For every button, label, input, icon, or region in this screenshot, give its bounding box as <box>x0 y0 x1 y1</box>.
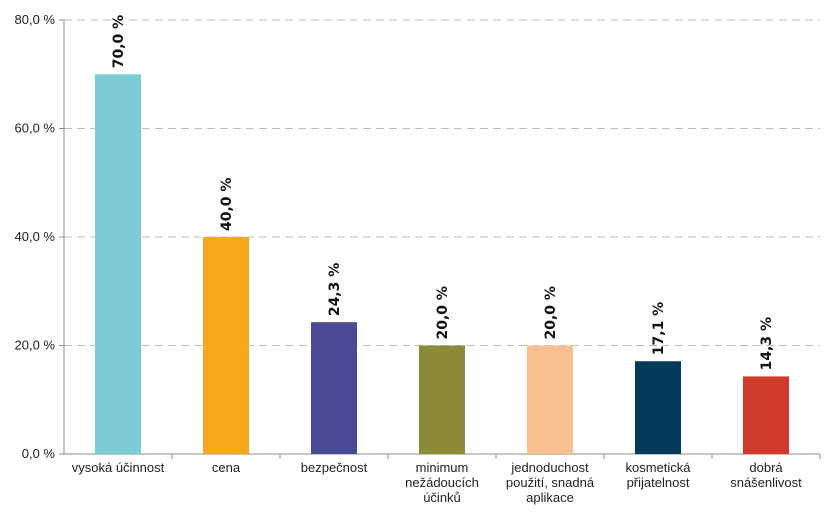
category-label: vysoká účinnost <box>72 460 165 475</box>
category-label: jednoduchost použití, snadná aplikace <box>506 460 595 505</box>
y-tick-label: 20,0 % <box>15 338 56 353</box>
data-label: 24,3 % <box>327 263 343 316</box>
bar <box>311 322 357 454</box>
bar <box>95 74 141 454</box>
data-label: 40,0 % <box>219 178 235 231</box>
data-label: 20,0 % <box>543 286 559 339</box>
category-label: cena <box>212 460 241 475</box>
bar <box>203 237 249 454</box>
data-label: 14,3 % <box>759 317 775 370</box>
category-label: dobrá snášenlivost <box>730 460 802 490</box>
data-label: 70,0 % <box>111 15 127 68</box>
y-tick-label: 80,0 % <box>15 12 56 27</box>
category-label: bezpečnost <box>301 460 368 475</box>
data-label: 17,1 % <box>651 302 667 355</box>
bar <box>635 361 681 454</box>
category-label: minimum nežádoucích účinků <box>405 460 479 505</box>
y-tick-label: 0,0 % <box>22 446 56 461</box>
bar <box>527 345 573 454</box>
category-label: kosmetická přijatelnost <box>625 460 691 490</box>
y-tick-label: 40,0 % <box>15 229 56 244</box>
y-tick-label: 60,0 % <box>15 121 56 136</box>
bar <box>743 376 789 454</box>
bar <box>419 345 465 454</box>
data-label: 20,0 % <box>435 286 451 339</box>
